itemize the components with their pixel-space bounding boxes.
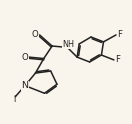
Text: I: I xyxy=(13,95,16,104)
Text: N: N xyxy=(22,81,29,90)
Text: NH: NH xyxy=(62,40,74,49)
Text: O: O xyxy=(32,30,39,39)
Text: F: F xyxy=(117,30,122,39)
Text: F: F xyxy=(115,55,120,64)
Text: O: O xyxy=(21,53,28,62)
